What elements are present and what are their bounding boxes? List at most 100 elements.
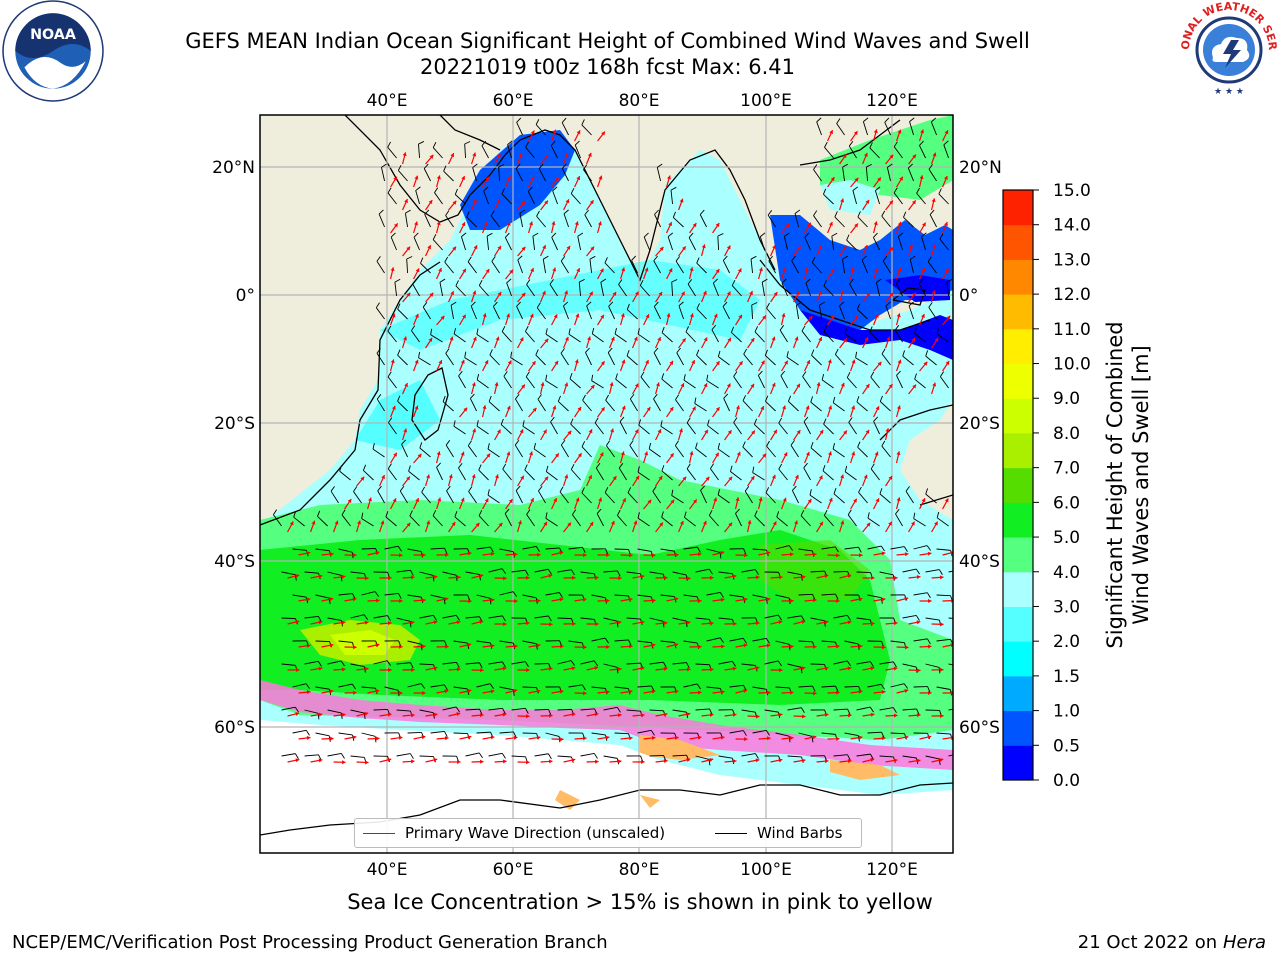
wave-arrow-head [497, 291, 502, 296]
wind-barb [442, 661, 457, 665]
colorbar-segment [1003, 294, 1033, 330]
wave-arrow-head [944, 498, 949, 503]
wave-arrow-head [341, 667, 346, 672]
colorbar-segment [1003, 641, 1033, 677]
wind-barb [823, 194, 834, 205]
wind-barb [849, 283, 857, 297]
wind-barb [895, 513, 903, 527]
lat-label-left: 20°S [214, 414, 255, 434]
wind-barb [418, 144, 421, 159]
wind-barb [752, 594, 767, 599]
wave-arrow-head [659, 522, 663, 527]
wind-barb-flag [711, 324, 717, 330]
wind-barb [706, 380, 719, 389]
colorbar-tick-label: 13.0 [1053, 250, 1091, 270]
wind-barb-flag [751, 302, 758, 306]
wind-barb [511, 755, 526, 758]
wind-barb-flag [549, 279, 554, 285]
wind-barb [897, 236, 903, 251]
wave-arrow-head [842, 154, 847, 159]
wind-barb [936, 732, 951, 735]
wind-barb-flag [696, 257, 700, 264]
wind-barb [730, 471, 742, 481]
wind-barb [304, 571, 319, 574]
wave-arrow-head [726, 383, 731, 388]
wave-arrow-head [874, 267, 879, 272]
wind-barb [315, 686, 330, 690]
wind-barb-flag [487, 489, 490, 496]
wind-barb [695, 568, 710, 573]
wind-barb [675, 399, 684, 412]
wave-arrow-head [692, 223, 697, 228]
wave-arrow-head [421, 598, 426, 603]
wind-barb-flag [654, 209, 659, 215]
wind-barb-flag [717, 488, 721, 496]
wind-barb-flag [456, 662, 460, 668]
wind-barb [378, 213, 385, 228]
wind-barb [487, 494, 500, 504]
wind-barb-flag [717, 443, 720, 450]
wind-barb [846, 239, 857, 251]
wind-barb-flag [848, 417, 853, 423]
wind-barb-flag [927, 686, 931, 693]
wind-barb-flag [857, 441, 861, 448]
wind-barb [661, 378, 673, 389]
wind-barb-flag [593, 753, 598, 759]
wind-barb-flag [754, 569, 759, 575]
wind-barb [406, 258, 409, 274]
colorbar-tick-label: 8.0 [1053, 424, 1080, 444]
wind-barb-flag [913, 512, 916, 519]
wave-arrow-head [536, 689, 541, 694]
wind-barb-flag [454, 188, 458, 195]
wind-barb [454, 194, 466, 205]
wind-barb-flag [543, 255, 549, 260]
wind-barb [856, 401, 868, 412]
wind-barb [430, 594, 445, 599]
wave-arrow-head [824, 712, 829, 717]
wind-barb-flag [915, 568, 920, 575]
wind-barb-flag [317, 510, 321, 517]
wind-barb-flag [675, 394, 680, 400]
wind-barb [718, 571, 733, 575]
wind-barb [626, 309, 638, 320]
wind-barb [637, 517, 650, 527]
wave-arrow-head [576, 176, 581, 181]
wind-barb [409, 515, 420, 527]
wind-barb-flag [467, 594, 471, 601]
wind-barb [317, 515, 328, 527]
wave-arrow-head [916, 620, 921, 625]
wave-arrow-head [612, 291, 617, 296]
wind-barb-flag [700, 485, 705, 491]
wave-arrow-head [421, 735, 426, 740]
wind-barb [687, 283, 696, 297]
wind-barb [885, 305, 891, 320]
wave-arrow-head [479, 713, 484, 718]
wave-arrow-head [406, 476, 410, 481]
wind-barb-flag [522, 420, 525, 427]
wave-arrow-head [617, 667, 622, 672]
wave-arrow-head [766, 597, 771, 602]
wave-arrow-head [529, 313, 534, 318]
wind-barb-flag [943, 140, 949, 146]
wind-barb [384, 686, 399, 691]
wind-barb-flag [962, 707, 965, 712]
wind-barb-flag [420, 683, 425, 689]
wave-arrow-head [506, 405, 511, 410]
wind-barb-flag [882, 256, 888, 262]
wind-barb-flag [801, 325, 806, 332]
wave-arrow-head [587, 336, 592, 341]
wind-barb [411, 330, 420, 343]
wind-barb-flag [781, 278, 787, 284]
wind-barb-flag [442, 395, 446, 402]
wave-arrow-head [946, 315, 951, 320]
wave-arrow-head [873, 129, 878, 134]
wave-arrow-head [599, 452, 604, 457]
wave-arrow-head [610, 428, 615, 433]
wind-barb-flag [561, 117, 567, 123]
wave-arrow-head [778, 712, 783, 717]
wave-arrow-head [490, 689, 495, 694]
wave-arrow-head [422, 690, 426, 696]
wind-barb [420, 262, 431, 274]
wave-arrow-head [864, 337, 869, 342]
wind-barb [618, 467, 627, 481]
